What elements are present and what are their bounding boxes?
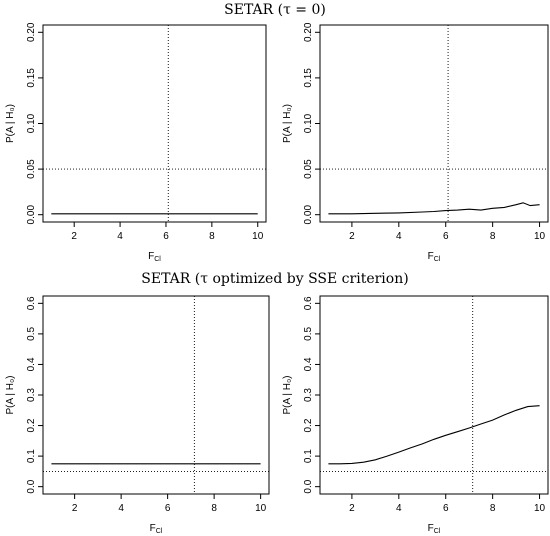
chart-1-x-tick-label: 2 bbox=[71, 231, 77, 242]
chart-1-y-tick-label: 0.10 bbox=[26, 113, 37, 133]
chart-4-x-tick-label: 6 bbox=[443, 503, 449, 514]
chart-4-y-axis-label: P(A | H₀) bbox=[282, 376, 293, 415]
chart-3-x-tick-label: 2 bbox=[72, 503, 78, 514]
chart-3-y-tick-label: 0.6 bbox=[26, 296, 37, 310]
chart-3-x-tick-label: 6 bbox=[165, 503, 171, 514]
chart-4-y-tick-label: 0.1 bbox=[303, 449, 314, 463]
chart-4-y-tick-label: 0.5 bbox=[303, 327, 314, 341]
section-title-top: SETAR (τ = 0) bbox=[224, 2, 326, 18]
chart-3-x-axis-label: FCl bbox=[150, 523, 163, 535]
section-title-bottom: SETAR (τ optimized by SSE criterion) bbox=[141, 271, 409, 287]
chart-1-x-tick-label: 6 bbox=[163, 231, 169, 242]
chart-4-series-line bbox=[328, 405, 540, 465]
chart-3-y-tick-label: 0.0 bbox=[26, 479, 37, 493]
chart-3-y-tick-label: 0.4 bbox=[26, 357, 37, 371]
chart-3-x-tick-label: 4 bbox=[118, 503, 124, 514]
chart-2-y-tick-label: 0.00 bbox=[303, 205, 314, 225]
chart-4-y-tick-label: 0.4 bbox=[303, 357, 314, 371]
chart-4-y-tick-label: 0.2 bbox=[303, 418, 314, 432]
chart-3-y-tick-label: 0.1 bbox=[26, 449, 37, 463]
chart-2-y-tick-label: 0.10 bbox=[303, 113, 314, 133]
chart-3-y-axis-label: P(A | H₀) bbox=[5, 376, 16, 415]
chart-2-x-tick-label: 6 bbox=[443, 231, 449, 242]
chart-4-x-tick-label: 8 bbox=[490, 503, 496, 514]
chart-1-y-tick-label: 0.05 bbox=[26, 159, 37, 179]
chart-1-x-axis-label: FCl bbox=[148, 251, 161, 263]
chart-4-y-tick-label: 0.6 bbox=[303, 296, 314, 310]
chart-1-x-tick-label: 8 bbox=[209, 231, 215, 242]
chart-3-y-tick-label: 0.2 bbox=[26, 418, 37, 432]
chart-2-y-axis-label: P(A | H₀) bbox=[282, 104, 293, 143]
chart-2-x-tick-label: 8 bbox=[490, 231, 496, 242]
chart-2-x-tick-label: 10 bbox=[534, 231, 546, 242]
chart-2-series-line bbox=[328, 202, 540, 215]
chart-1-frame bbox=[42, 24, 267, 223]
chart-2-x-tick-label: 4 bbox=[396, 231, 402, 242]
chart-1-y-tick-label: 0.20 bbox=[26, 22, 37, 42]
chart-4-x-axis-label: FCl bbox=[428, 523, 441, 535]
chart-4-frame bbox=[319, 295, 549, 495]
chart-3-y-tick-label: 0.3 bbox=[26, 388, 37, 402]
chart-3-y-tick-label: 0.5 bbox=[26, 327, 37, 341]
chart-2-x-axis-label: FCl bbox=[428, 251, 441, 263]
chart-1-y-tick-label: 0.15 bbox=[26, 68, 37, 88]
chart-2-x-tick-label: 2 bbox=[349, 231, 355, 242]
chart-1-y-tick-label: 0.00 bbox=[26, 205, 37, 225]
chart-2-y-tick-label: 0.20 bbox=[303, 22, 314, 42]
chart-4-x-tick-label: 4 bbox=[396, 503, 402, 514]
chart-4-x-tick-label: 2 bbox=[349, 503, 355, 514]
chart-1-x-tick-label: 10 bbox=[252, 231, 264, 242]
chart-4-x-tick-label: 10 bbox=[534, 503, 546, 514]
chart-2-y-tick-label: 0.15 bbox=[303, 68, 314, 88]
chart-1-x-tick-label: 4 bbox=[117, 231, 123, 242]
chart-4-y-tick-label: 0.3 bbox=[303, 388, 314, 402]
chart-3-x-tick-label: 10 bbox=[255, 503, 267, 514]
chart-3-x-tick-label: 8 bbox=[211, 503, 217, 514]
chart-4-y-tick-label: 0.0 bbox=[303, 479, 314, 493]
chart-2-y-tick-label: 0.05 bbox=[303, 159, 314, 179]
chart-2-frame bbox=[319, 24, 549, 223]
chart-1-y-axis-label: P(A | H₀) bbox=[5, 104, 16, 143]
